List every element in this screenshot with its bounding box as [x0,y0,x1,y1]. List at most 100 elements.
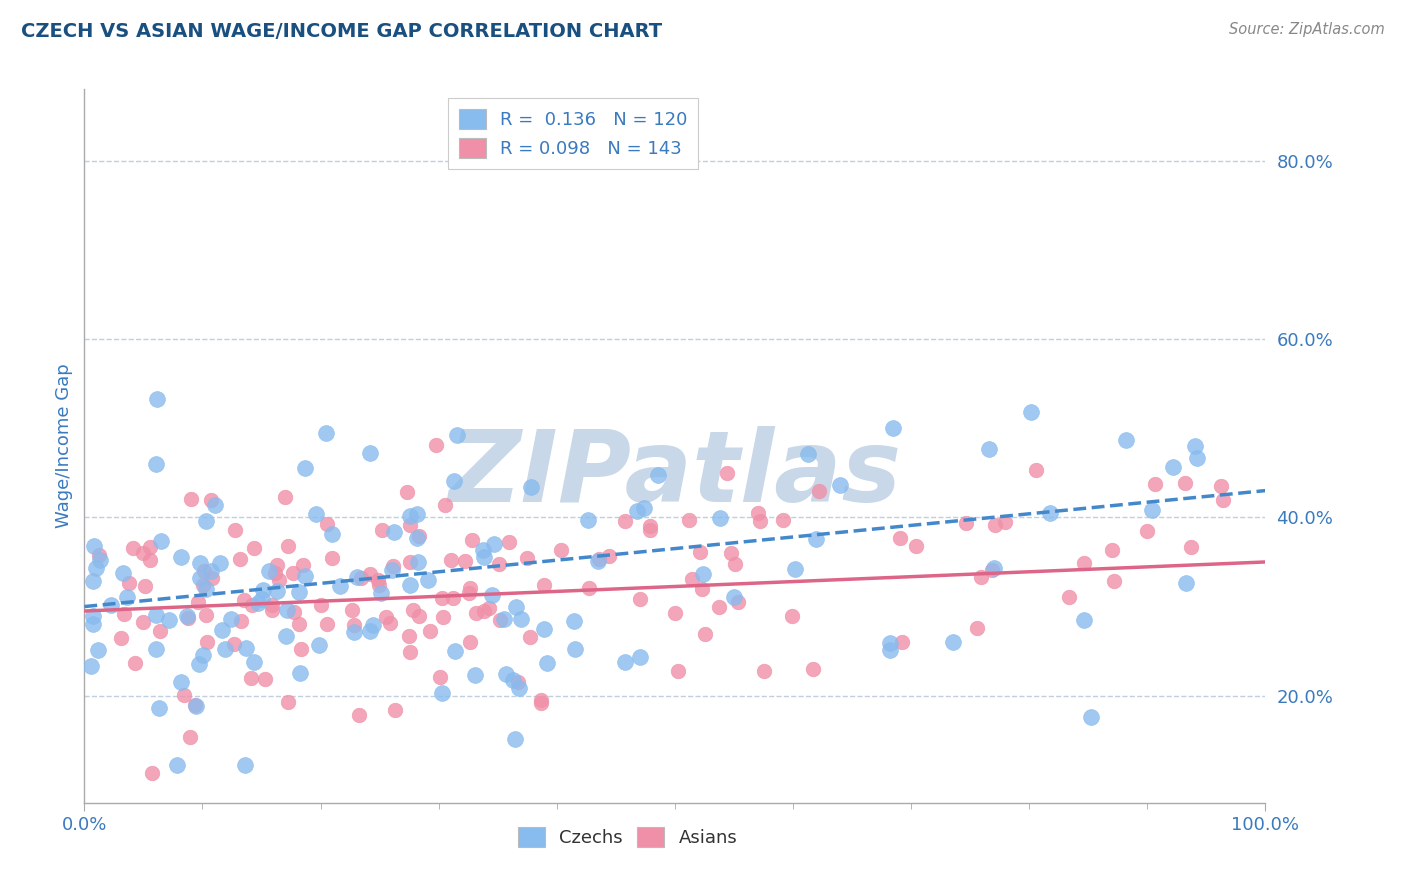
Point [309,599,332,613]
Point [406,555,429,569]
Point [242,599,264,613]
Text: Source: ZipAtlas.com: Source: ZipAtlas.com [1229,22,1385,37]
Point [193,564,215,578]
Point [382,524,405,539]
Point [149,624,172,639]
Point [188,571,211,585]
Point [132,546,155,560]
Point [727,595,749,609]
Point [430,686,453,700]
Point [110,631,132,645]
Point [253,672,276,686]
Point [707,599,730,614]
Point [405,531,427,545]
Point [723,590,745,604]
Point [889,531,911,545]
Point [429,670,451,684]
Point [720,546,742,560]
Point [562,615,585,629]
Point [530,696,553,710]
Point [690,582,713,596]
Point [316,616,339,631]
Point [752,664,775,678]
Point [797,447,820,461]
Point [266,584,288,599]
Point [200,571,222,585]
Point [443,644,465,658]
Point [374,610,396,624]
Point [186,699,208,714]
Point [1180,540,1202,554]
Point [772,513,794,527]
Point [118,575,141,590]
Point [432,610,454,624]
Point [505,599,527,614]
Point [173,688,195,702]
Point [419,624,441,639]
Point [359,566,381,581]
Point [399,508,422,523]
Point [257,564,280,578]
Point [292,558,315,572]
Point [1184,439,1206,453]
Point [1039,506,1062,520]
Point [276,603,298,617]
Point [187,595,209,609]
Point [288,666,311,681]
Point [381,563,404,577]
Point [371,523,394,537]
Point [370,586,392,600]
Point [398,645,420,659]
Point [263,566,285,581]
Point [879,643,901,657]
Point [176,609,198,624]
Point [367,573,389,587]
Point [638,519,661,533]
Point [399,555,422,569]
Point [82,609,104,624]
Point [748,514,770,528]
Point [315,425,337,440]
Point [200,493,222,508]
Point [359,624,381,638]
Point [533,578,555,592]
Point [785,561,807,575]
Point [666,664,689,678]
Point [288,617,311,632]
Point [472,604,495,618]
Point [1174,475,1197,490]
Point [488,557,510,571]
Point [304,507,326,521]
Point [1101,543,1123,558]
Point [274,629,297,643]
Point [194,582,217,596]
Point [329,578,352,592]
Point [1073,613,1095,627]
Point [614,655,637,669]
Point [266,558,288,573]
Point [664,606,686,620]
Point [598,549,620,564]
Point [443,475,465,489]
Point [157,613,180,627]
Point [416,574,439,588]
Point [340,602,363,616]
Point [1209,479,1232,493]
Point [79,658,101,673]
Point [145,392,167,407]
Point [250,591,273,606]
Point [112,607,135,622]
Point [494,612,516,626]
Point [180,491,202,506]
Y-axis label: Wage/Income Gap: Wage/Income Gap [55,364,73,528]
Point [316,516,339,531]
Point [1174,576,1197,591]
Point [882,420,904,434]
Point [233,757,256,772]
Point [1136,524,1159,538]
Point [191,577,214,591]
Point [1104,574,1126,588]
Point [262,603,284,617]
Point [614,514,637,528]
Point [294,461,316,475]
